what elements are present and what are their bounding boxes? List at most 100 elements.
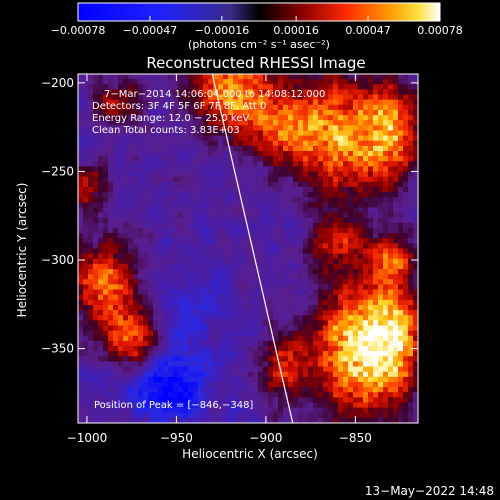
heatmap-cell [328,412,334,419]
heatmap-cell [203,258,209,265]
heatmap-cell [138,217,144,224]
heatmap-cell [83,227,89,234]
heatmap-cell [273,207,279,214]
heatmap-cell [158,274,164,280]
heatmap-cell [88,115,94,121]
heatmap-cell [98,176,104,183]
heatmap-cell [358,166,364,173]
heatmap-cell [158,279,164,286]
heatmap-cell [188,356,194,363]
heatmap-cell [118,253,124,260]
heatmap-cell [188,402,194,409]
heatmap-cell [78,217,84,224]
heatmap-cell [223,140,229,147]
heatmap-cell [403,135,409,142]
heatmap-cell [148,381,154,388]
heatmap-cell [103,161,109,167]
heatmap-cell [88,263,94,270]
heatmap-cell [88,325,94,332]
heatmap-cell [193,294,199,301]
heatmap-cell [323,351,329,357]
heatmap-cell [318,325,324,332]
heatmap-cell [368,371,374,378]
heatmap-cell [218,145,224,152]
heatmap-cell [163,284,169,291]
heatmap-cell [128,279,134,286]
heatmap-cell [138,335,144,342]
heatmap-cell [358,125,364,132]
heatmap-cell [83,263,89,270]
heatmap-cell [363,104,369,111]
heatmap-cell [103,248,109,255]
heatmap-cell [228,140,234,147]
heatmap-cell [323,407,329,414]
heatmap-cell [363,269,369,275]
heatmap-cell [323,176,329,183]
heatmap-cell [333,212,339,219]
heatmap-cell [313,74,319,80]
heatmap-cell [353,356,359,363]
heatmap-cell [368,197,374,203]
heatmap-cell [378,74,384,80]
heatmap-cell [153,351,159,357]
heatmap-cell [183,351,189,357]
heatmap-cell [323,140,329,147]
heatmap-cell [98,412,104,419]
heatmap-cell [138,233,144,239]
heatmap-cell [148,140,154,147]
heatmap-cell [133,233,139,239]
heatmap-cell [378,243,384,250]
heatmap-cell [283,335,289,342]
heatmap-cell [198,89,204,96]
heatmap-cell [233,330,239,337]
heatmap-cell [353,120,359,126]
heatmap-cell [98,207,104,214]
heatmap-cell [398,289,404,296]
heatmap-cell [78,166,84,173]
heatmap-cell [363,253,369,260]
heatmap-cell [278,269,284,275]
heatmap-cell [263,171,269,178]
heatmap-cell [78,176,84,183]
heatmap-cell [393,381,399,388]
heatmap-cell [88,269,94,275]
heatmap-cell [118,387,124,393]
heatmap-cell [168,202,174,209]
heatmap-cell [173,74,179,80]
heatmap-cell [218,115,224,121]
heatmap-cell [238,263,244,270]
heatmap-cell [173,181,179,188]
heatmap-cell [203,381,209,388]
heatmap-cell [98,371,104,378]
heatmap-cell [133,387,139,393]
heatmap-cell [108,140,114,147]
heatmap-cell [383,376,389,383]
heatmap-cell [313,140,319,147]
heatmap-cell [208,356,214,363]
heatmap-cell [348,299,354,306]
heatmap-cell [248,289,254,296]
heatmap-cell [303,186,309,193]
heatmap-cell [198,263,204,270]
heatmap-cell [308,330,314,337]
heatmap-cell [198,222,204,229]
heatmap-cell [293,412,299,419]
heatmap-cell [123,417,129,423]
heatmap-cell [208,125,214,132]
heatmap-cell [238,104,244,111]
heatmap-cell [288,274,294,280]
heatmap-cell [368,74,374,80]
heatmap-cell [248,74,254,80]
heatmap-cell [328,304,334,311]
heatmap-cell [103,381,109,388]
heatmap-cell [393,284,399,291]
heatmap-cell [238,310,244,316]
heatmap-cell [403,207,409,214]
heatmap-cell [368,104,374,111]
heatmap-cell [183,171,189,178]
heatmap-cell [188,304,194,311]
heatmap-cell [103,346,109,352]
heatmap-cell [163,397,169,404]
heatmap-cell [168,197,174,203]
heatmap-cell [253,99,259,106]
